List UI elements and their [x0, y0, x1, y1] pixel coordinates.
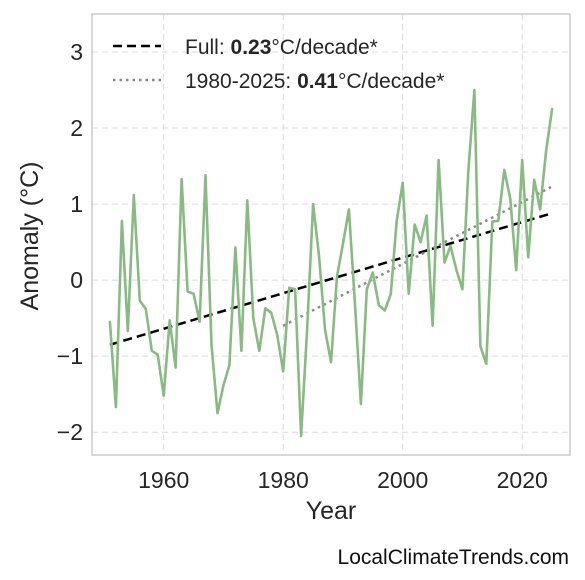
x-axis-title: Year	[306, 497, 357, 525]
series-line-layer	[108, 88, 554, 438]
watermark: LocalClimateTrends.com	[337, 546, 569, 569]
legend: Full: 0.23°C/decade* 1980-2025: 0.41°C/d…	[113, 36, 444, 93]
legend-recent-suffix: °C/decade*	[338, 70, 444, 93]
x-tick-label: 1980	[258, 467, 309, 493]
x-tick-label: 2020	[497, 467, 548, 493]
y-axis-title: Anomaly (°C)	[16, 162, 44, 311]
y-tick-label: 1	[70, 191, 83, 217]
y-tick-label: 0	[70, 267, 83, 293]
legend-full-prefix: Full:	[185, 36, 231, 59]
legend-full-suffix: °C/decade*	[271, 36, 377, 59]
anomaly-chart: 1960 1980 2000 2020 −2 −1 0 1 2 3 Year Anomaly (°…	[16, 13, 571, 525]
plot-frame	[91, 13, 571, 456]
trend-line-recent	[282, 185, 553, 327]
x-tick-label: 2000	[377, 467, 428, 493]
anomaly-series-line	[108, 88, 554, 438]
y-tick-label: −2	[57, 419, 83, 445]
grid-lines	[92, 14, 570, 455]
legend-recent-prefix: 1980-2025:	[185, 70, 297, 93]
y-tick-label: −1	[57, 343, 83, 369]
y-tick-label: 3	[70, 39, 83, 65]
legend-recent-value: 0.41	[297, 70, 338, 93]
legend-full-value: 0.23	[231, 36, 272, 59]
x-tick-label: 1960	[138, 467, 189, 493]
y-tick-label: 2	[70, 115, 83, 141]
legend-label-recent: 1980-2025: 0.41°C/decade*	[185, 70, 444, 93]
legend-label-full: Full: 0.23°C/decade*	[185, 36, 378, 59]
tick-labels: 1960 1980 2000 2020 −2 −1 0 1 2 3	[57, 39, 548, 493]
